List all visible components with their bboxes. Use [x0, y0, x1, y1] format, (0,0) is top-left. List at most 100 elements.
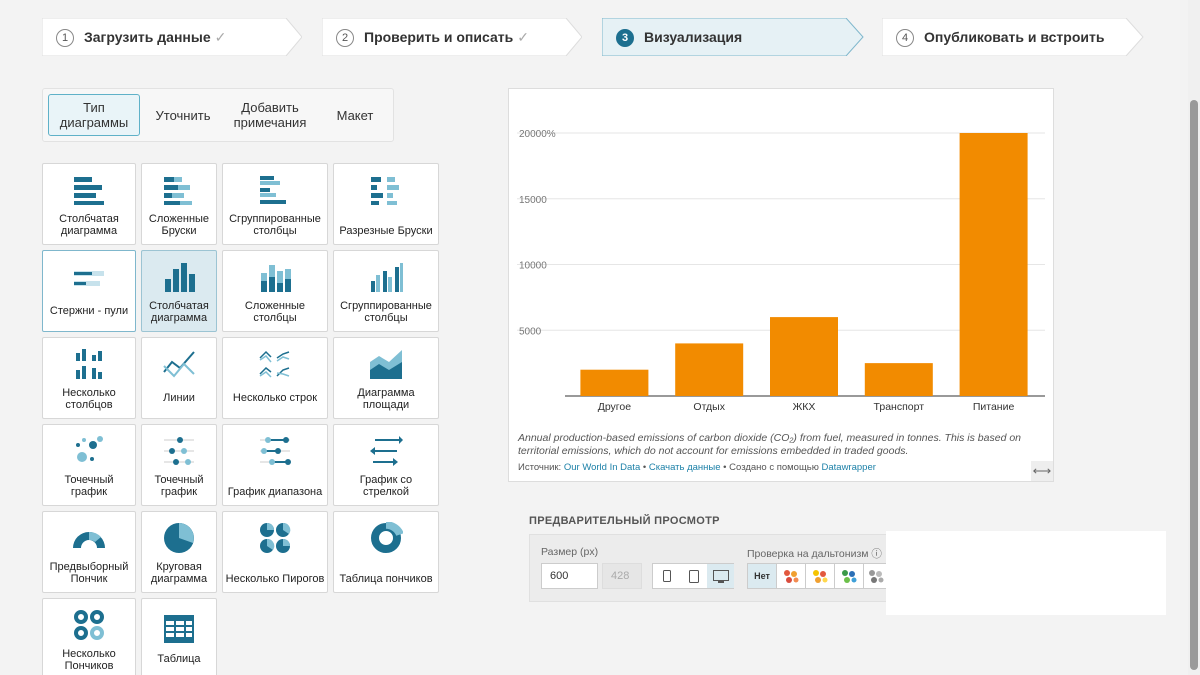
- x-tick-label: Другое: [598, 401, 632, 413]
- chart-type-label: Стержни - пули: [49, 305, 129, 317]
- chart-type-label: Столбчатая диаграмма: [59, 213, 119, 237]
- chart-type-area[interactable]: Диаграмма площади: [333, 337, 439, 419]
- chart-type-dot-plot[interactable]: Точечный график: [141, 424, 217, 506]
- chart-type-label: Несколько Пончиков: [62, 648, 116, 672]
- chart-type-label: Таблица: [157, 653, 201, 665]
- step-label: Опубликовать и встроить: [924, 29, 1105, 45]
- chart-type-label: Несколько строк: [232, 392, 318, 404]
- chart-type-range-plot[interactable]: График диапазона: [222, 424, 328, 506]
- colorblind-label: Проверка на дальтонизм ⓘ: [747, 548, 882, 560]
- page-scrollbar[interactable]: [1188, 0, 1200, 675]
- scrollbar-thumb[interactable]: [1190, 100, 1198, 670]
- tab-annotate[interactable]: Добавить примечания: [233, 100, 307, 130]
- chart-type-lines[interactable]: Линии: [141, 337, 217, 419]
- chart-type-election-donut[interactable]: Предвыборный Пончик: [42, 511, 136, 593]
- pie-chart-icon: [164, 523, 194, 553]
- bar: [580, 369, 649, 396]
- download-data-link[interactable]: Скачать данные: [648, 462, 721, 473]
- chart-type-multiple-lines[interactable]: Несколько строк: [222, 337, 328, 419]
- table-icon: [164, 615, 194, 643]
- chart-type-label: График со стрелкой: [359, 474, 413, 498]
- chart-type-table[interactable]: Таблица: [141, 598, 217, 675]
- bar-chart-icon: [74, 177, 104, 205]
- y-tick-label: 5000: [519, 326, 542, 337]
- chart-type-multiple-columns[interactable]: Несколько столбцов: [42, 337, 136, 419]
- chart-type-scatter[interactable]: Точечный график: [42, 424, 136, 506]
- election-donut-icon: [73, 531, 105, 548]
- colorblind-none-button[interactable]: Нет: [747, 563, 777, 589]
- chart-type-grouped-columns[interactable]: Сгруппированные столбцы: [333, 250, 439, 332]
- tab-refine[interactable]: Уточнить: [155, 107, 211, 123]
- chart-type-split-bars[interactable]: Разрезные Бруски: [333, 163, 439, 245]
- y-tick-label: 10000: [519, 261, 547, 272]
- tab-chart-type[interactable]: Тип диаграммы: [48, 94, 140, 136]
- color-dots-icon: [813, 570, 828, 583]
- line-chart-icon: [163, 351, 195, 378]
- chart-type-label: Предвыборный Пончик: [49, 561, 129, 585]
- chart-type-multiple-donuts[interactable]: Несколько Пончиков: [42, 598, 136, 675]
- resize-icon[interactable]: ⟷: [1031, 461, 1053, 481]
- stacked-bars-icon: [164, 177, 192, 205]
- wizard-steps: 1 Загрузить данные ✓ 2 Проверить и описат…: [42, 18, 1162, 56]
- check-icon: ✓: [214, 29, 227, 45]
- colorblind-protanopia-button[interactable]: [776, 563, 806, 589]
- step-publish[interactable]: 4 Опубликовать и встроить: [882, 18, 1144, 56]
- chart-type-stacked-columns[interactable]: Сложенные столбцы: [222, 250, 328, 332]
- step-visualize[interactable]: 3 Визуализация: [602, 18, 864, 56]
- colorblind-grayscale-button[interactable]: [863, 563, 887, 589]
- bar: [864, 363, 933, 396]
- range-plot-icon: [260, 437, 291, 465]
- chart-type-arrow-plot[interactable]: График со стрелкой: [333, 424, 439, 506]
- chart-type-grouped-bars[interactable]: Сгруппированные столбцы: [222, 163, 328, 245]
- step-label: Загрузить данные ✓: [84, 29, 227, 45]
- bar: [959, 133, 1028, 396]
- chart-type-bar[interactable]: Столбчатая диаграмма: [42, 163, 136, 245]
- chart-type-bullet-bars[interactable]: Стержни - пули: [42, 250, 136, 332]
- donut-chart-icon: [371, 522, 403, 553]
- chart-type-column[interactable]: Столбчатая диаграмма: [141, 250, 217, 332]
- arrow-plot-icon: [370, 436, 403, 466]
- datawrapper-link[interactable]: Datawrapper: [821, 462, 876, 473]
- chart-type-label: Точечный график: [154, 474, 204, 498]
- step-label: Проверить и описать ✓: [364, 29, 529, 45]
- chart-type-label: Сгруппированные столбцы: [340, 300, 432, 324]
- column-chart-icon: [165, 263, 195, 292]
- size-label: Размер (px): [541, 546, 599, 558]
- step-check-describe[interactable]: 2 Проверить и описать ✓: [322, 18, 582, 56]
- colorblind-deuteranopia-button[interactable]: [805, 563, 835, 589]
- color-dots-icon: [784, 570, 799, 583]
- step-number: 4: [896, 29, 914, 47]
- split-bars-icon: [371, 177, 399, 205]
- step-upload[interactable]: 1 Загрузить данные ✓: [42, 18, 302, 56]
- chart-type-label: Сгруппированные столбцы: [229, 213, 321, 237]
- chart-type-multiple-pies[interactable]: Несколько Пирогов: [222, 511, 328, 593]
- width-input[interactable]: 600: [541, 563, 598, 589]
- chart-caption: Annual production-based emissions of car…: [518, 432, 1022, 457]
- chart-type-pie[interactable]: Круговая диаграмма: [141, 511, 217, 593]
- chart-type-label: Сложенные Бруски: [148, 213, 210, 237]
- chart-type-donut[interactable]: Таблица пончиков: [333, 511, 439, 593]
- chart-type-label: Несколько столбцов: [62, 387, 116, 411]
- chart-preview: 5000 10000 15000 20000% Другое Отдых ЖКХ Трансп…: [508, 88, 1054, 482]
- chart-type-label: График диапазона: [227, 486, 323, 498]
- chart-type-label: Таблица пончиков: [339, 573, 433, 585]
- stacked-columns-icon: [261, 265, 291, 292]
- chart-type-stacked-bars[interactable]: Сложенные Бруски: [141, 163, 217, 245]
- chart-type-label: Круговая диаграмма: [150, 561, 208, 585]
- chart-type-label: Несколько Пирогов: [225, 573, 325, 585]
- x-tick-label: Питание: [973, 401, 1015, 413]
- mobile-icon[interactable]: [653, 564, 680, 588]
- multiple-donuts-icon: [74, 610, 104, 640]
- tablet-icon[interactable]: [680, 564, 707, 588]
- source-link[interactable]: Our World In Data: [563, 462, 641, 473]
- x-tick-label: ЖКХ: [793, 401, 816, 413]
- multiple-pies-icon: [260, 522, 291, 553]
- colorblind-tritanopia-button[interactable]: [834, 563, 864, 589]
- multiple-lines-icon: [259, 350, 290, 378]
- editor-tabs: Тип диаграммы Уточнить Добавить примечан…: [42, 88, 394, 142]
- tab-layout[interactable]: Макет: [336, 107, 374, 123]
- bar: [675, 343, 744, 396]
- chart-type-label: Диаграмма площади: [357, 387, 415, 411]
- desktop-icon[interactable]: [707, 564, 734, 588]
- bar: [770, 317, 838, 396]
